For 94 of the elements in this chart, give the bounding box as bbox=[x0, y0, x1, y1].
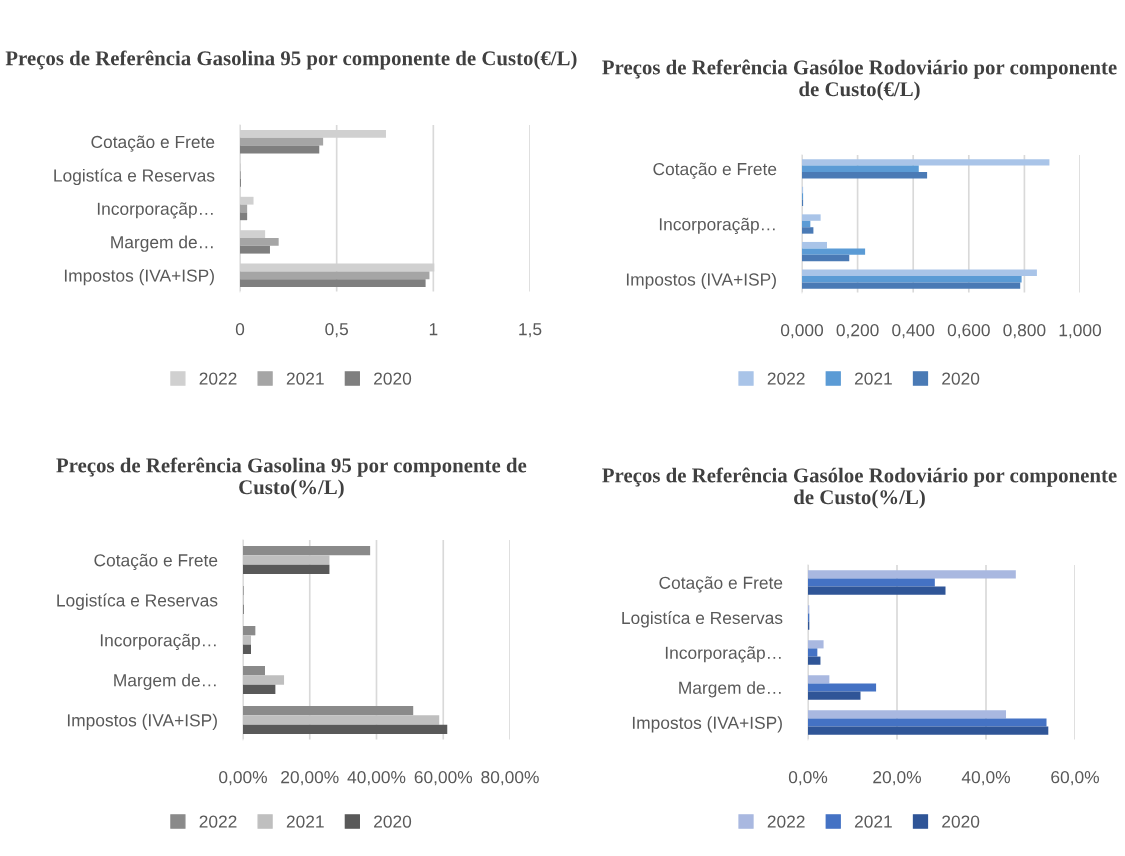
y-tick-label: Logistíca e Reservas bbox=[622, 611, 783, 628]
y-tick-label: Margem de… bbox=[111, 235, 213, 252]
y-tick-label: Impostos (IVA+ISP) bbox=[626, 272, 776, 290]
bar bbox=[240, 245, 270, 254]
bar bbox=[240, 279, 426, 287]
bar bbox=[808, 640, 824, 649]
bar bbox=[240, 137, 324, 146]
y-tick-label: Impostos (IVA+ISP) bbox=[64, 269, 214, 286]
bar bbox=[808, 578, 935, 587]
bar bbox=[240, 271, 430, 280]
bar bbox=[243, 635, 252, 645]
x-tick-label: 20,0% bbox=[873, 771, 921, 786]
x-tick-label: 0,5 bbox=[325, 323, 349, 338]
bar bbox=[808, 718, 1047, 727]
x-tick-label: 0,400 bbox=[892, 324, 935, 339]
x-tick-label: 0,600 bbox=[947, 324, 990, 339]
x-tick-label: 1,5 bbox=[519, 323, 542, 338]
bar bbox=[243, 666, 266, 676]
legend-label: 2020 bbox=[942, 815, 980, 828]
chart-title: Preços de Referência Gasóloe Rodoviário por componente de Custo(%/L) bbox=[602, 467, 1117, 509]
legend-label: 2020 bbox=[374, 815, 412, 828]
bar bbox=[240, 238, 279, 246]
legend-label: 2022 bbox=[199, 372, 237, 385]
y-tick-label: Logistíca e Reservas bbox=[57, 593, 218, 610]
chart-title: Preços de Referência Gasolina 95 por componente de Custo(€/L) bbox=[5, 50, 577, 70]
y-tick-label: Cotação e Frete bbox=[653, 162, 777, 179]
y-tick-label: Cotação e Frete bbox=[659, 576, 783, 593]
bar bbox=[808, 691, 861, 700]
legend-label: 2020 bbox=[942, 372, 980, 385]
bar bbox=[243, 626, 256, 636]
x-tick-label: 20,00% bbox=[281, 771, 339, 786]
x-tick-label: 0 bbox=[235, 323, 245, 336]
y-tick-label: Incorporaçãp… bbox=[665, 646, 781, 663]
bar bbox=[243, 546, 371, 556]
bar bbox=[243, 675, 285, 685]
x-tick-label: 60,0% bbox=[1051, 771, 1099, 786]
y-tick-label: Cotação e Frete bbox=[91, 135, 215, 152]
x-tick-label: 0,0% bbox=[788, 771, 828, 786]
bar bbox=[802, 159, 1050, 166]
legend-label: 2021 bbox=[854, 372, 892, 385]
bar bbox=[802, 282, 1021, 289]
bar bbox=[802, 254, 850, 262]
legend-label: 2021 bbox=[854, 815, 892, 828]
bar bbox=[802, 269, 1037, 276]
x-tick-label: 0,800 bbox=[1003, 324, 1046, 339]
bar bbox=[243, 644, 252, 654]
bar bbox=[802, 165, 919, 173]
x-tick-label: 0,000 bbox=[780, 324, 824, 339]
x-tick-label: 40,0% bbox=[961, 771, 1010, 786]
bar bbox=[808, 710, 1007, 719]
legend-label: 2022 bbox=[767, 372, 805, 385]
bar bbox=[802, 214, 821, 221]
y-tick-label: Logistíca e Reservas bbox=[54, 168, 215, 186]
y-tick-label: Margem de… bbox=[114, 673, 216, 690]
x-tick-label: 60,00% bbox=[414, 771, 473, 786]
chart-title: Preços de Referência Gasolina 95 por componente de Custo(%/L) bbox=[56, 457, 527, 499]
bar bbox=[808, 648, 818, 657]
bar bbox=[808, 656, 821, 665]
bar bbox=[802, 248, 866, 255]
y-tick-label: Incorporaçãp… bbox=[100, 633, 216, 650]
y-tick-label: Margem de… bbox=[679, 681, 781, 698]
bar bbox=[808, 675, 830, 684]
bar bbox=[243, 555, 330, 565]
legend-label: 2020 bbox=[374, 372, 412, 385]
legend-label: 2021 bbox=[286, 815, 324, 828]
y-tick-label: Cotação e Frete bbox=[94, 553, 218, 570]
bar bbox=[808, 586, 946, 595]
x-tick-label: 80,00% bbox=[481, 771, 539, 786]
x-tick-label: 40,00% bbox=[347, 771, 406, 786]
bar bbox=[243, 564, 330, 574]
bar bbox=[243, 684, 276, 694]
legend-label: 2022 bbox=[199, 815, 237, 828]
bar bbox=[802, 227, 814, 234]
bar bbox=[243, 715, 440, 725]
legend-label: 2022 bbox=[767, 815, 805, 828]
bar bbox=[243, 706, 414, 716]
chart-title: Preços de Referência Gasóloe Rodoviário por componente de Custo(€/L) bbox=[602, 59, 1117, 101]
bar bbox=[802, 275, 1022, 283]
bar bbox=[802, 241, 828, 249]
y-tick-label: Incorporaçãp… bbox=[659, 217, 775, 234]
x-tick-label: 1 bbox=[429, 323, 438, 336]
y-tick-label: Incorporaçãp… bbox=[97, 202, 213, 219]
x-tick-label: 0,200 bbox=[836, 324, 879, 339]
bar bbox=[240, 212, 248, 221]
y-tick-label: Impostos (IVA+ISP) bbox=[67, 713, 217, 730]
bar bbox=[808, 570, 1016, 579]
bar bbox=[243, 724, 448, 734]
x-tick-label: 0,00% bbox=[219, 771, 267, 786]
bar bbox=[808, 726, 1049, 735]
y-tick-label: Impostos (IVA+ISP) bbox=[632, 716, 782, 733]
bar bbox=[802, 172, 928, 179]
bar bbox=[808, 683, 877, 692]
legend-label: 2021 bbox=[286, 372, 324, 385]
x-tick-label: 1,000 bbox=[1059, 324, 1102, 339]
